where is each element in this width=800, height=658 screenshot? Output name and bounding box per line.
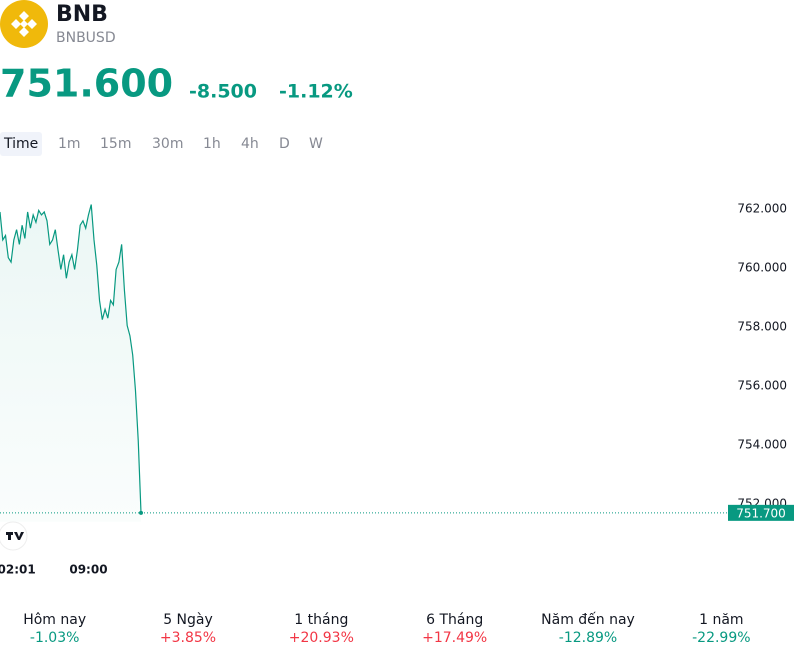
price-change: -8.500 [189,81,257,103]
period-change: +20.93% [289,630,354,646]
y-tick-label: 754.000 [737,438,787,452]
x-tick-label: 09:00 [69,563,107,577]
y-tick-label: 762.000 [737,202,787,216]
price: 751.600 [0,62,173,106]
logo [0,0,48,48]
symbol-code: BNBUSD [56,30,116,46]
area [0,204,141,522]
period-label: Năm đến nay [541,611,635,628]
period-label: 5 Ngày [163,612,213,628]
interval-tab[interactable]: W [309,136,323,152]
y-tick-label: 758.000 [737,320,787,334]
interval-tab[interactable]: 30m [152,136,183,152]
last-price-label: 751.700 [736,506,786,520]
y-tick-label: 760.000 [737,261,787,275]
interval-tab[interactable]: 15m [100,136,131,152]
price-line [0,204,142,513]
interval-tab[interactable]: 1h [203,136,221,152]
interval-tab[interactable]: 4h [241,136,259,152]
period-change: -1.03% [30,630,80,646]
last-price-tag [728,504,794,521]
period-change: +3.85% [160,630,216,646]
tv-logo [0,521,28,551]
period-label: Hôm nay [23,612,86,628]
price-change-pct: -1.12% [279,81,353,103]
period-label: 1 năm [699,612,743,628]
interval-tab[interactable]: 1m [58,136,81,152]
period-change: -12.89% [559,630,617,646]
period-change: -22.99% [692,630,750,646]
x-tick-label: 02:01 [0,563,36,577]
y-tick-label: 756.000 [737,379,787,393]
period-label: 6 Tháng [426,612,483,628]
tab-bg [0,132,42,156]
period-label: 1 tháng [294,612,348,628]
last-point [139,510,143,515]
interval-tab[interactable]: Time [3,136,38,152]
period-change: +17.49% [422,630,487,646]
interval-tab[interactable]: D [279,136,290,152]
symbol-title: BNB [56,2,108,27]
